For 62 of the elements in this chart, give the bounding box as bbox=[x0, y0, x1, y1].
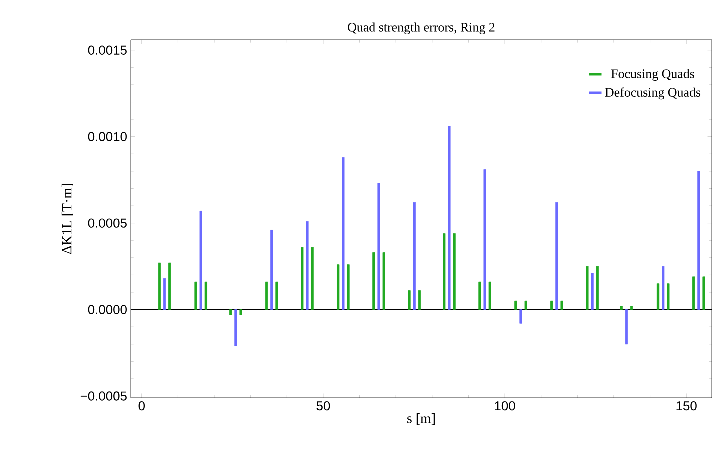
bar bbox=[586, 266, 589, 310]
bar bbox=[372, 252, 376, 310]
bar bbox=[596, 266, 599, 310]
bar bbox=[662, 266, 665, 310]
bar bbox=[311, 247, 314, 310]
chart-title: Quad strength errors, Ring 2 bbox=[348, 22, 495, 34]
bar bbox=[448, 126, 451, 310]
bar bbox=[266, 282, 268, 310]
bar bbox=[204, 282, 208, 310]
bar bbox=[382, 252, 386, 310]
bar bbox=[488, 282, 492, 310]
bar bbox=[240, 310, 242, 316]
bar bbox=[620, 306, 623, 310]
bar bbox=[667, 284, 670, 310]
x-tick-label: 50 bbox=[316, 402, 330, 411]
y-tick-label: 0.0015 bbox=[88, 46, 127, 55]
legend-label: Focusing Quads bbox=[611, 69, 694, 82]
bar bbox=[342, 157, 345, 310]
bar bbox=[556, 202, 558, 310]
bar bbox=[306, 221, 309, 310]
bar bbox=[560, 300, 564, 310]
bar bbox=[453, 234, 456, 310]
bar bbox=[591, 273, 594, 310]
y-tick-label: 0.0000 bbox=[88, 305, 127, 314]
x-tick-label: 150 bbox=[676, 402, 697, 411]
bar bbox=[276, 282, 278, 310]
bar bbox=[630, 306, 634, 310]
y-tick-label: 0.0005 bbox=[88, 218, 127, 228]
bar bbox=[270, 230, 274, 310]
bar bbox=[443, 234, 446, 310]
y-tick-label: 0.0010 bbox=[88, 132, 127, 142]
bar bbox=[514, 300, 518, 310]
bar bbox=[158, 262, 161, 310]
bar bbox=[163, 278, 166, 310]
x-tick-label: 0 bbox=[138, 402, 145, 411]
bar bbox=[418, 290, 421, 310]
bar bbox=[698, 171, 700, 310]
bar bbox=[378, 183, 380, 310]
bar bbox=[301, 247, 304, 310]
bar bbox=[168, 262, 172, 310]
bar bbox=[408, 290, 411, 310]
bar bbox=[337, 264, 340, 310]
y-axis-title: ΔK1L [T·m] bbox=[62, 184, 74, 254]
bar bbox=[702, 276, 706, 310]
bar bbox=[347, 264, 350, 310]
legend-label: Defocusing Quads bbox=[605, 88, 701, 100]
bar bbox=[200, 211, 202, 310]
y-tick-label: −0.0005 bbox=[80, 392, 127, 401]
bar bbox=[520, 310, 522, 324]
bar bbox=[692, 276, 696, 310]
bar bbox=[550, 300, 554, 310]
bar bbox=[524, 300, 528, 310]
bar bbox=[234, 310, 238, 346]
x-axis-title: s [m] bbox=[408, 414, 435, 426]
bar bbox=[484, 170, 486, 310]
bar bbox=[656, 284, 660, 310]
bar bbox=[194, 282, 198, 310]
bar bbox=[478, 282, 482, 310]
bar bbox=[230, 310, 232, 316]
bar bbox=[625, 310, 628, 345]
bar bbox=[413, 202, 416, 310]
x-tick-label: 100 bbox=[495, 402, 516, 411]
